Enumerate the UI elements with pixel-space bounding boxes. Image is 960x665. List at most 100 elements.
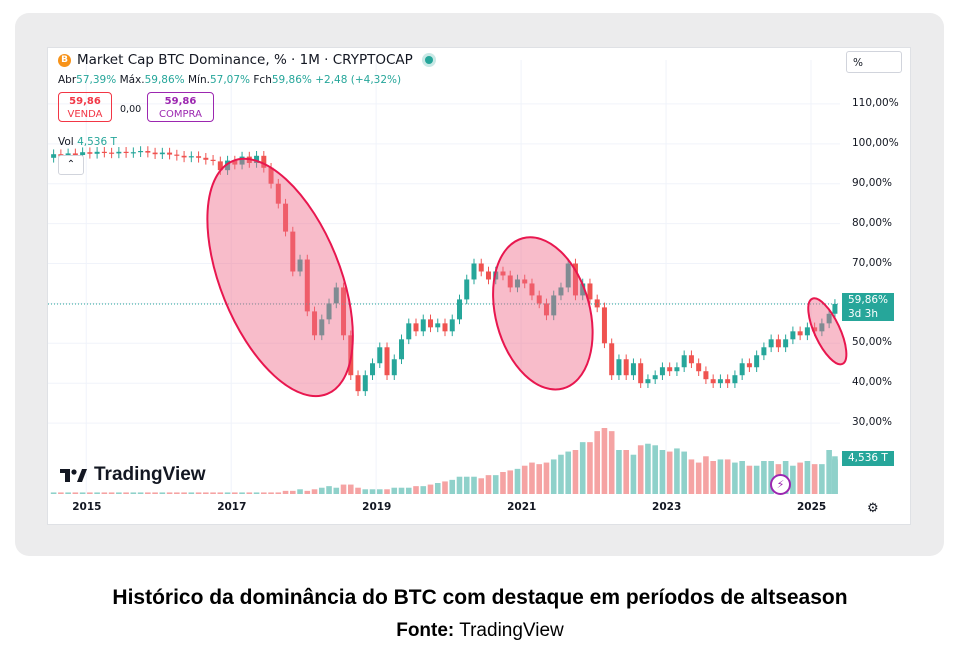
collapse-legend-button[interactable]: ⌃	[58, 155, 84, 175]
volume-bar	[224, 492, 231, 494]
sell-button[interactable]: 59,86 VENDA	[58, 92, 112, 122]
candle-body	[471, 263, 477, 280]
bar-countdown: 3d 3h	[848, 308, 879, 320]
volume-bar	[159, 492, 166, 494]
buy-button[interactable]: 59,86 COMPRA	[147, 92, 214, 122]
chart-header[interactable]: B Market Cap BTC Dominance, % · 1M · CRY…	[58, 52, 433, 68]
candle-body	[196, 156, 202, 158]
volume-bar	[384, 489, 390, 494]
candle-body	[551, 295, 557, 316]
candle-body	[174, 154, 180, 156]
candle-body	[674, 367, 680, 372]
candle-body	[696, 363, 702, 372]
volume-bar	[304, 490, 311, 494]
volume-bar	[405, 487, 412, 494]
candle-body	[688, 355, 694, 364]
candle-body	[623, 359, 629, 376]
candle-body	[812, 327, 818, 332]
candle-body	[783, 339, 789, 348]
candle-body	[601, 307, 607, 344]
candle-body	[261, 155, 267, 168]
y-tick-label: 90,00%	[852, 176, 893, 189]
candle-body	[420, 319, 426, 332]
volume-bar	[355, 487, 361, 494]
volume-bar	[318, 487, 325, 494]
volume-bar	[166, 492, 173, 494]
close-label: Fch	[253, 74, 272, 86]
scale-unit-selector[interactable]: %	[846, 51, 902, 73]
volume-bar	[217, 492, 224, 494]
low-label: Mín.	[188, 74, 210, 86]
volume-bar	[514, 468, 521, 494]
candle-body	[283, 203, 289, 232]
last-price-tag: 59,86% 3d 3h	[842, 293, 895, 321]
volume-bar	[116, 492, 122, 494]
volume-bar	[456, 476, 463, 494]
volume-bar	[174, 492, 180, 494]
volume-bar	[442, 481, 448, 494]
candle-body	[652, 375, 658, 380]
candle-body	[138, 151, 144, 153]
volume-bar	[543, 462, 550, 494]
candle-body	[406, 323, 412, 340]
x-tick-label: 2019	[362, 501, 392, 513]
volume-bar	[130, 492, 137, 494]
volume-bar	[724, 459, 731, 494]
candle-body	[232, 160, 238, 165]
volume-bar	[550, 459, 557, 494]
candle-body	[754, 355, 760, 368]
volume-bar	[739, 461, 745, 494]
volume-bar	[579, 442, 586, 494]
open-value: 57,39%	[76, 74, 117, 86]
volume-bar	[695, 462, 702, 494]
candle-body	[377, 347, 383, 364]
volume-bar	[210, 492, 216, 494]
volume-bar	[666, 451, 673, 494]
candle-body	[580, 283, 586, 296]
volume-bar	[536, 464, 543, 494]
volume-bar	[659, 450, 666, 494]
volume-bar	[94, 492, 100, 494]
altseason-highlights	[206, 157, 848, 398]
candle-body	[297, 259, 303, 272]
volume-bar	[427, 484, 434, 494]
volume-bar	[478, 478, 485, 494]
volume-bar	[58, 492, 64, 494]
volume-bar	[369, 489, 376, 494]
volume-bar	[521, 465, 528, 494]
candle-body	[109, 152, 115, 154]
candle-body	[456, 299, 462, 320]
x-tick-label: 2021	[507, 501, 537, 513]
volume-bar	[65, 492, 71, 494]
candle-body	[116, 151, 122, 154]
volume-bar	[391, 487, 398, 494]
x-tick-label: 2017	[217, 501, 247, 513]
candle-body	[210, 159, 216, 161]
volume-bar	[181, 492, 187, 494]
chart-panel[interactable]	[47, 47, 911, 525]
candle-body	[630, 363, 636, 376]
volume-bar	[232, 492, 238, 494]
volume-bar	[123, 492, 129, 494]
volume-bar	[630, 454, 637, 494]
volume-bar	[398, 487, 405, 494]
chevron-up-icon: ⌃	[66, 159, 76, 170]
volume-bar	[413, 486, 419, 494]
candle-body	[464, 279, 470, 300]
volume-bar	[811, 464, 818, 494]
volume-bar	[261, 492, 267, 494]
volume-bar	[376, 489, 383, 494]
grid-lines	[48, 60, 840, 494]
volume-label: Vol	[58, 136, 74, 148]
tradingview-logo[interactable]: TradingView	[60, 464, 206, 486]
candle-body	[681, 355, 687, 368]
market-open-indicator-icon	[424, 56, 433, 64]
candle-body	[188, 156, 194, 158]
candle-body	[413, 323, 419, 332]
volume-bar	[761, 461, 767, 494]
lightning-icon[interactable]: ⚡	[770, 474, 791, 495]
volume-bar	[753, 465, 760, 494]
candle-body	[826, 313, 832, 324]
settings-gear-icon[interactable]: ⚙	[867, 501, 879, 516]
